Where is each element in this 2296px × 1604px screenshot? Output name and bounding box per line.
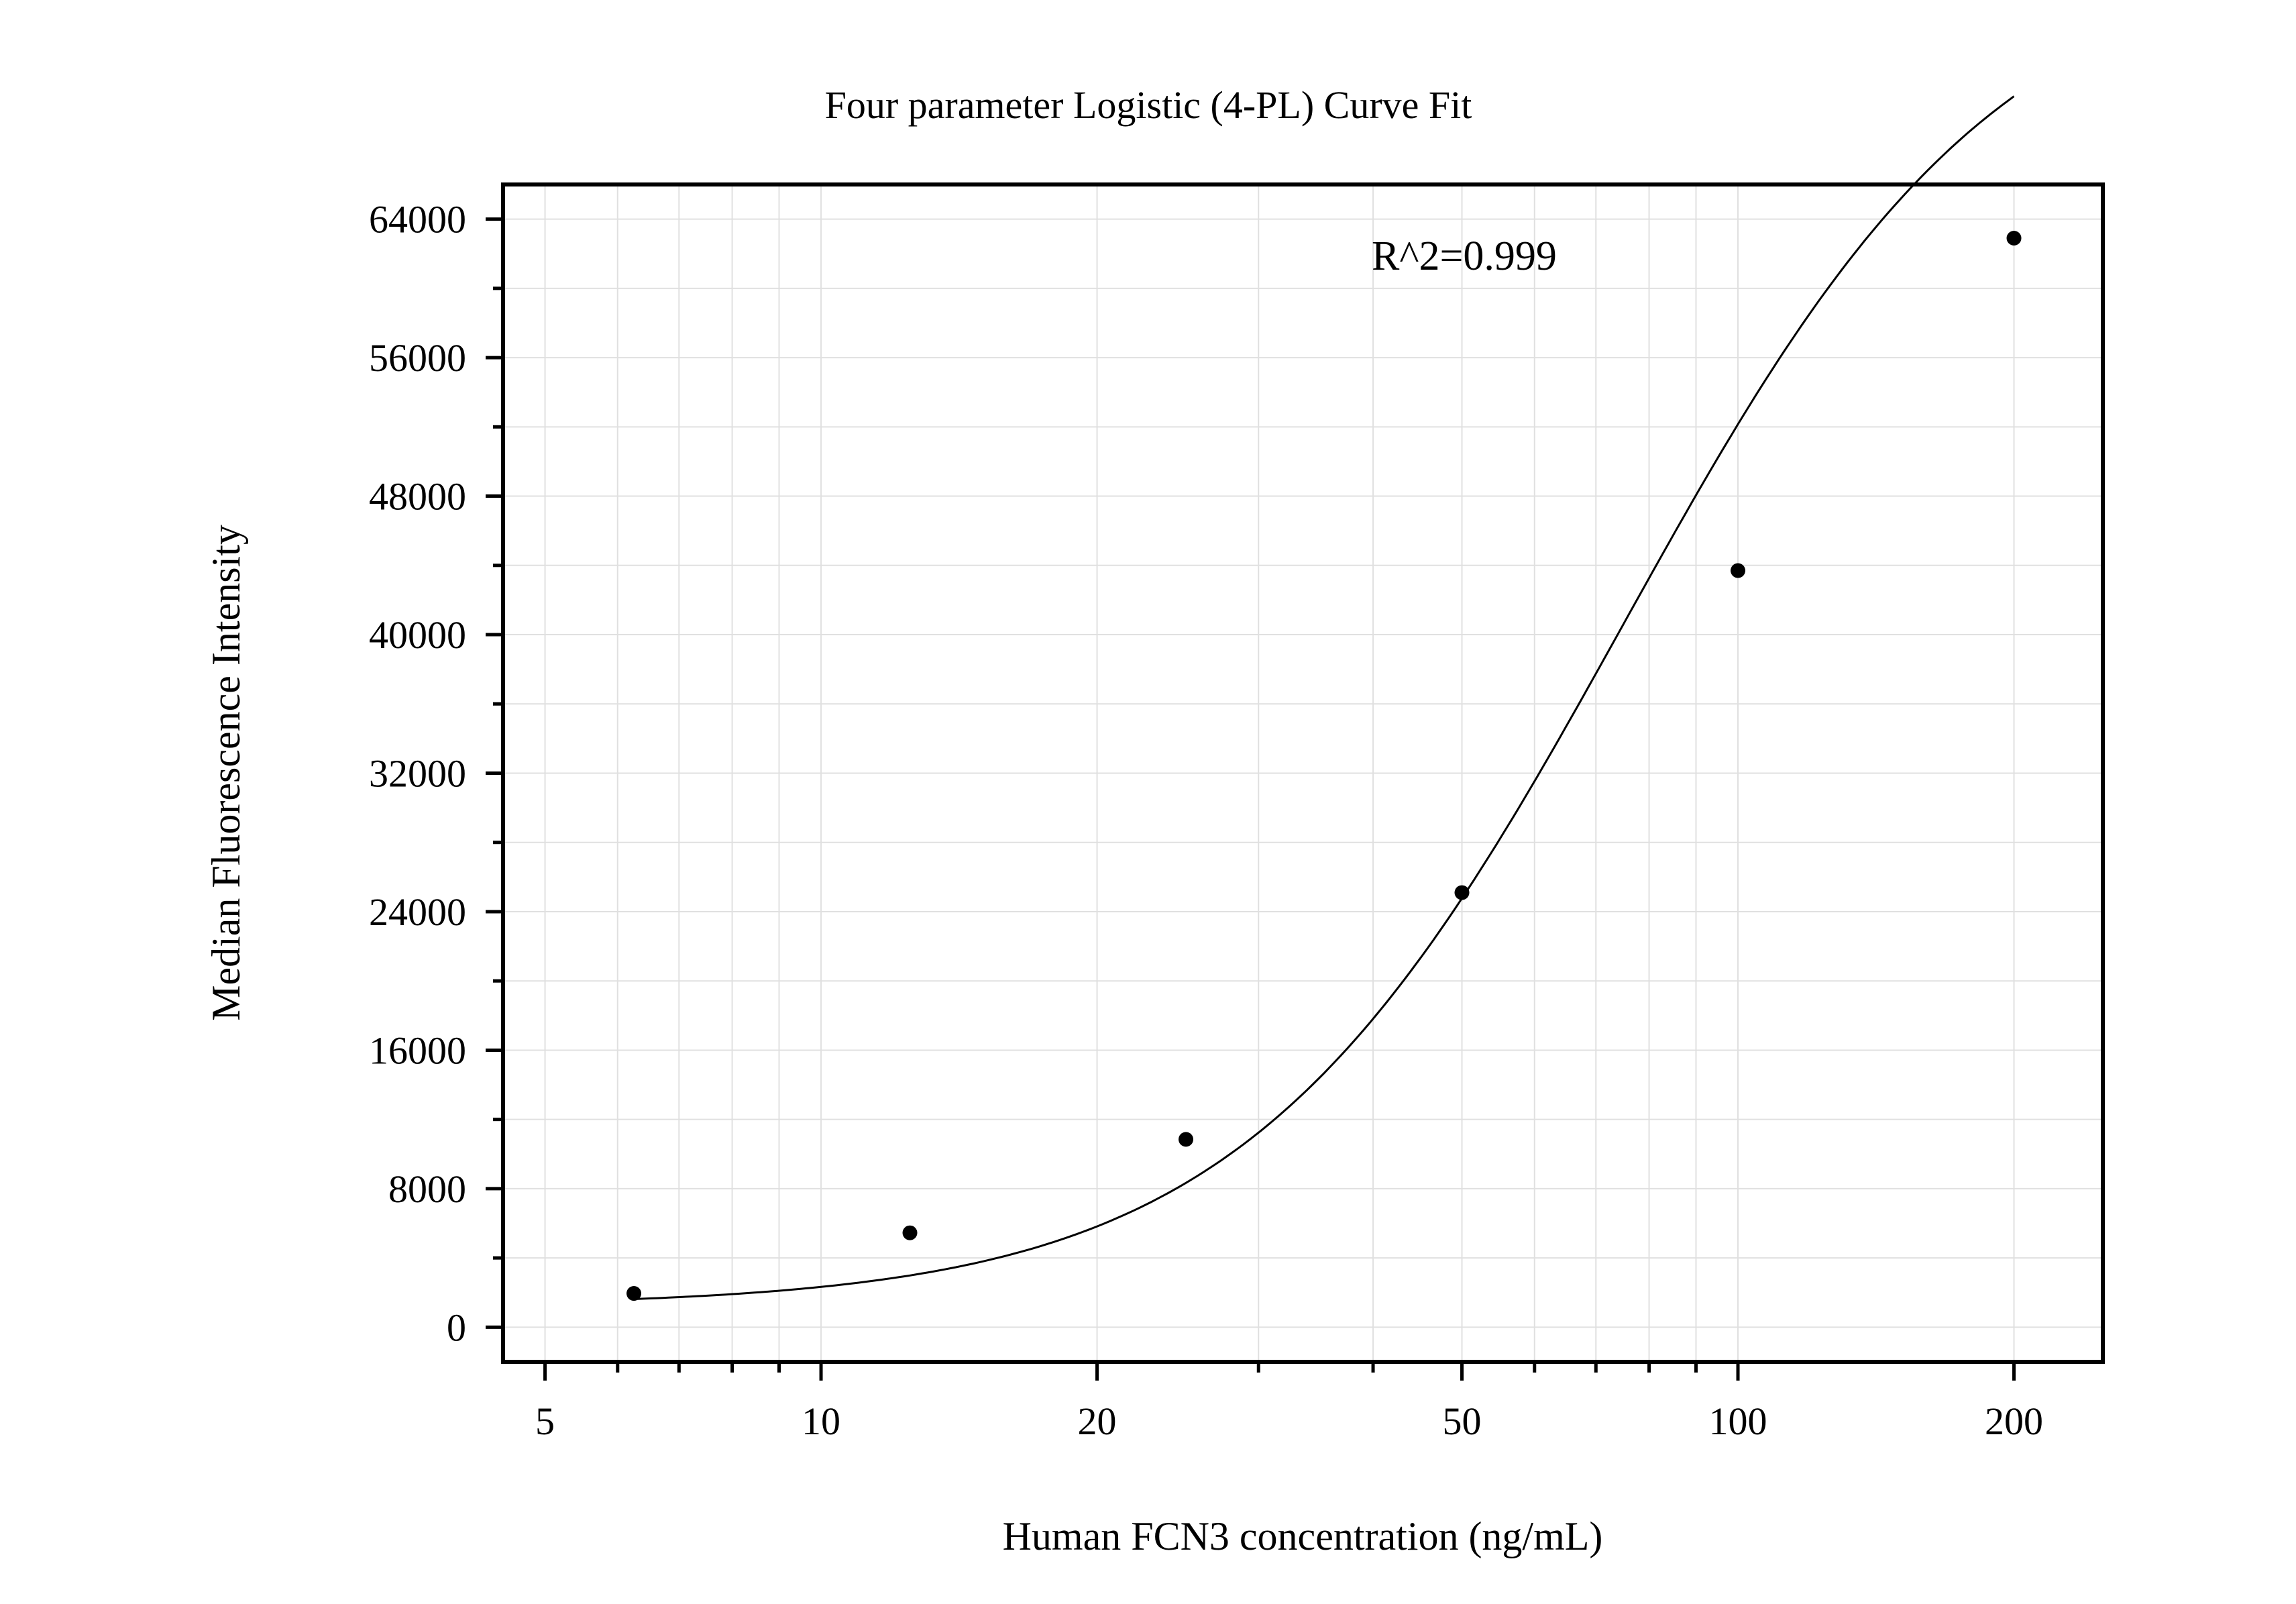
x-tick-label: 200	[1985, 1399, 2043, 1443]
y-tick-label: 24000	[369, 890, 466, 934]
x-tick-label: 20	[1078, 1399, 1117, 1443]
data-point	[1454, 885, 1470, 900]
data-point	[1731, 563, 1746, 578]
data-point	[626, 1286, 642, 1301]
data-points	[626, 231, 2022, 1301]
y-tick-label: 40000	[369, 613, 466, 657]
x-tick-label: 100	[1709, 1399, 1767, 1443]
data-point	[1179, 1132, 1194, 1147]
y-tick-label: 48000	[369, 475, 466, 519]
chart-title: Four parameter Logistic (4-PL) Curve Fit	[825, 83, 1472, 127]
fit-curve	[633, 95, 2015, 1300]
x-tick-label: 5	[535, 1399, 555, 1443]
y-tick-label: 32000	[369, 752, 466, 796]
r-squared-annotation: R^2=0.999	[1372, 233, 1557, 279]
y-axis-label: Median Fluorescence Intensity	[204, 525, 248, 1021]
data-point	[902, 1225, 918, 1240]
y-tick-label: 0	[447, 1305, 466, 1349]
x-axis-label: Human FCN3 concentration (ng/mL)	[1003, 1514, 1603, 1558]
x-tick-label: 50	[1443, 1399, 1482, 1443]
grid	[503, 184, 2103, 1362]
data-point	[2006, 231, 2022, 246]
fit-curve-layer	[633, 95, 2015, 1300]
y-tick-label: 56000	[369, 336, 466, 380]
tick-labels: 5 10 20 50 100 200 0 8000 16000 24000 32000 40000 48…	[369, 198, 2043, 1443]
y-tick-label: 8000	[388, 1167, 466, 1211]
x-tick-label: 10	[802, 1399, 840, 1443]
y-tick-label: 64000	[369, 198, 466, 242]
axis-ticks	[486, 217, 2016, 1381]
y-tick-label: 16000	[369, 1028, 466, 1072]
